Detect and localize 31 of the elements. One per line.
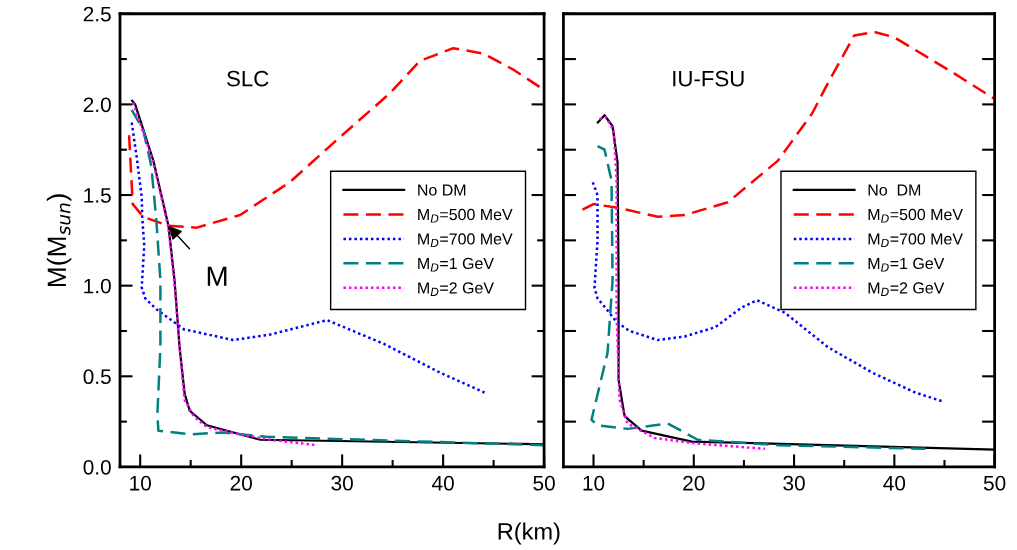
legend-label: M$_{D}$=500 MeV [418, 208, 513, 223]
annotation: SLC [227, 70, 269, 87]
legend-label: No DM [868, 184, 921, 196]
legend-label: M$_{D}$=700 MeV [868, 233, 963, 248]
y-tick-label: 0.5 [83, 369, 111, 385]
legend-label: M$_{D}$=2 GeV [868, 282, 945, 297]
x-tick-label: 30 [783, 475, 805, 491]
y-axis-title: M(M$_{sun}$) [46, 194, 72, 287]
x-tick-label: 10 [583, 475, 605, 491]
x-tick-label: 50 [533, 475, 555, 491]
legend-label: No DM [418, 184, 466, 196]
legend-label: M$_{D}$=2 GeV [418, 282, 494, 297]
x-tick-label: 20 [683, 475, 705, 491]
legend-label: M$_{D}$=1 GeV [418, 257, 494, 272]
x-tick-label: 20 [230, 475, 252, 491]
y-tick-label: 1.5 [84, 188, 111, 203]
legend-label: M$_{D}$=700 MeV [418, 233, 513, 248]
x-tick-label: 30 [331, 475, 353, 491]
y-tick-label: 2.0 [83, 97, 111, 113]
legend-label: M$_{D}$=1 GeV [868, 257, 945, 272]
x-axis-title: R(km) [498, 522, 560, 545]
x-tick-label: 40 [432, 475, 454, 491]
y-tick-label: 0.0 [83, 459, 111, 475]
x-tick-label: 40 [883, 475, 906, 491]
x-tick-label: 10 [130, 475, 151, 491]
annotation: IU-FSU [673, 70, 744, 87]
y-tick-label: 2.5 [83, 6, 111, 22]
x-tick-label: 50 [983, 475, 1006, 491]
annotation: M [207, 266, 227, 286]
legend-label: M$_{D}$=500 MeV [868, 208, 963, 223]
y-tick-label: 1.0 [84, 278, 111, 294]
